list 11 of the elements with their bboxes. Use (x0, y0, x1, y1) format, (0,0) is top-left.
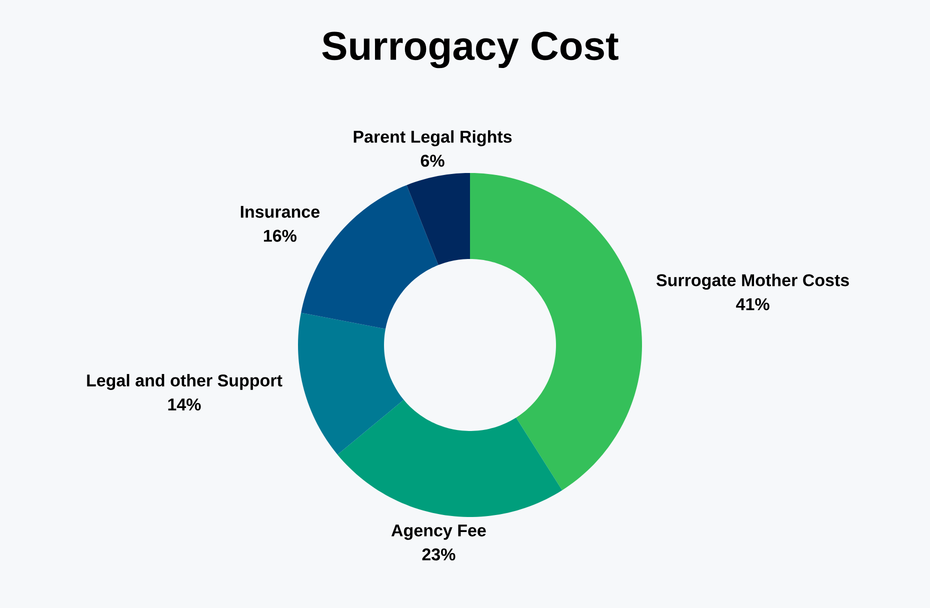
slice-label: Legal and other Support (87, 374, 282, 390)
data-label: 6% (420, 154, 444, 167)
slice-label: Surrogate Mother Costs (656, 274, 849, 290)
data-label: 16% (264, 230, 296, 242)
data-label: 14% (168, 398, 201, 410)
data-label: 23% (422, 548, 456, 560)
slice-label: Parent Legal Rights (354, 130, 512, 146)
data-label: 41% (736, 298, 770, 310)
slice-label: Insurance (240, 206, 320, 218)
chart-title: Surrogacy Cost (322, 32, 618, 68)
slice-label: Agency Fee (391, 524, 486, 540)
